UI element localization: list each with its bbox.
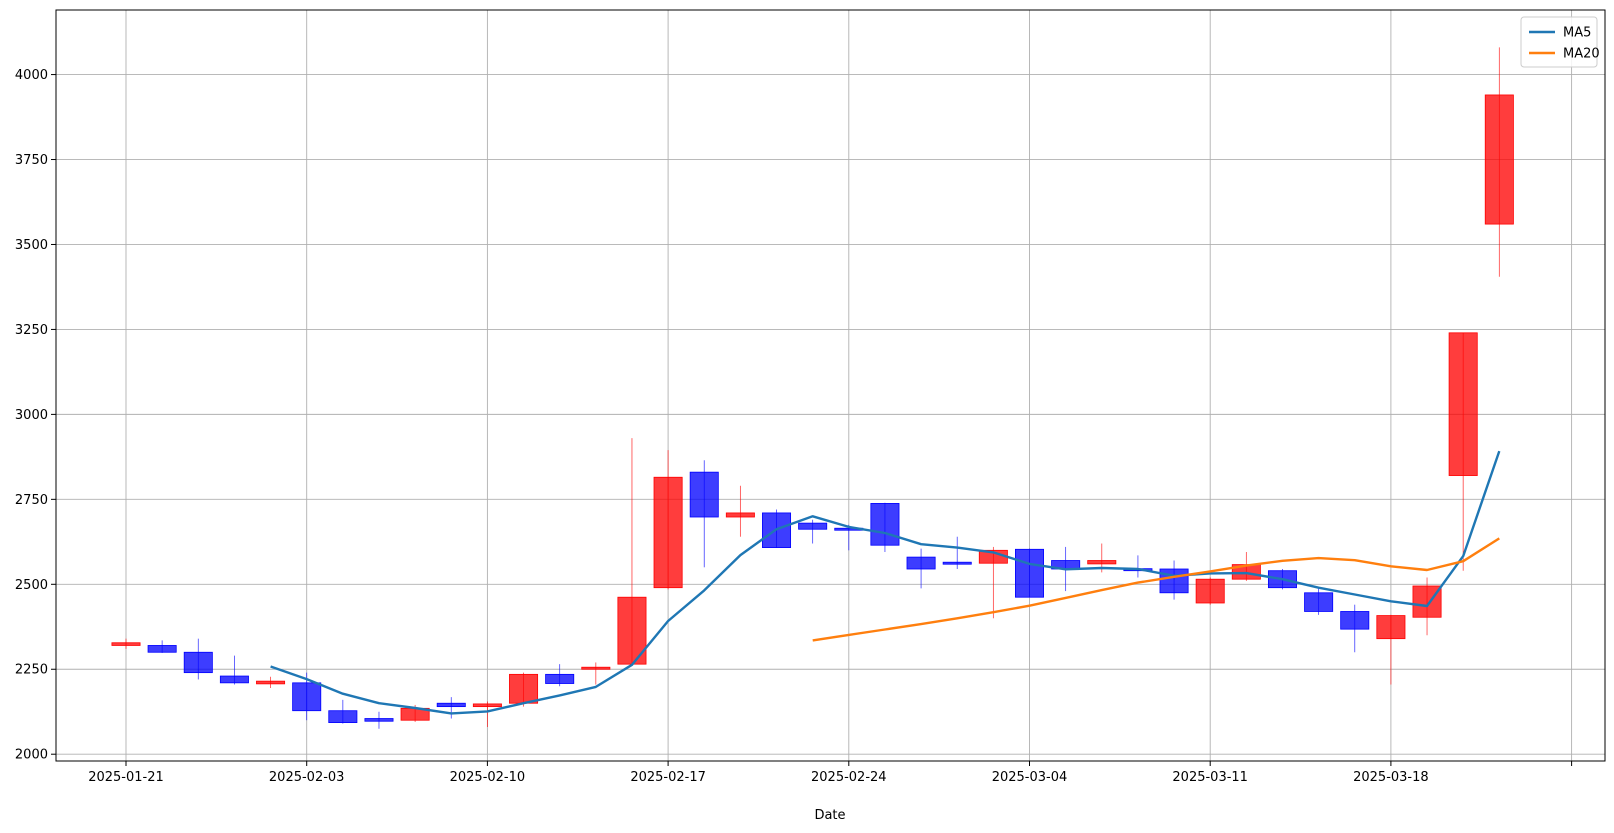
candle-down	[942, 561, 972, 565]
candle-down	[436, 702, 466, 708]
x-tick-label: 2025-01-21	[88, 770, 164, 785]
grid-lines	[56, 10, 1605, 761]
y-tick-label: 2500	[15, 578, 48, 593]
candle-up	[1448, 332, 1478, 476]
candle-down	[1015, 548, 1044, 598]
candle-up	[725, 512, 755, 518]
candle-down	[1159, 568, 1189, 594]
x-tick-label: 2025-03-18	[1353, 770, 1429, 785]
candle-down	[545, 673, 575, 684]
x-tick-label: 2025-03-04	[992, 770, 1068, 785]
legend-label: MA20	[1563, 47, 1600, 62]
candle-up	[1484, 94, 1514, 225]
candle-down	[219, 675, 249, 684]
candle-down	[328, 710, 358, 724]
candle-up	[111, 642, 141, 646]
y-tick-label: 4000	[15, 68, 48, 83]
candle-up	[472, 703, 502, 708]
x-axis: 2025-01-21 2025-02-03 2025-02-10 2025-02-17…	[88, 761, 1573, 785]
candle-up	[653, 476, 683, 589]
x-tick-label: 2025-02-03	[269, 770, 345, 785]
plot-frame	[55, 9, 1606, 762]
x-tick-label: 2025-02-24	[811, 770, 887, 785]
candle-up	[509, 673, 539, 704]
x-tick-label: 2025-03-11	[1172, 770, 1248, 785]
y-axis: 2000 2250 2500 2750 3000 3250 3500 3750 4000	[15, 68, 56, 763]
candle-down	[183, 651, 213, 674]
candle-down	[147, 645, 177, 653]
x-tick-label: 2025-02-17	[630, 770, 706, 785]
legend-box	[1520, 16, 1598, 68]
y-tick-label: 3000	[15, 408, 48, 423]
y-tick-label: 2250	[15, 663, 48, 678]
candle-up	[256, 680, 286, 685]
candle-down	[689, 471, 719, 518]
candle-up	[1195, 578, 1225, 604]
y-tick-label: 3500	[15, 238, 48, 253]
series-line-ma20	[812, 537, 1500, 642]
candle-down	[906, 556, 936, 570]
x-tick-label: 2025-02-10	[450, 770, 526, 785]
candle-up	[1376, 615, 1406, 640]
candle-down	[870, 503, 900, 546]
candle-down	[1340, 611, 1370, 630]
candle-up	[581, 666, 611, 670]
series-line-ma5	[270, 450, 1501, 715]
moving-average-lines	[270, 450, 1501, 715]
candle-down	[1304, 592, 1334, 612]
y-tick-label: 2000	[15, 748, 48, 763]
x-axis-label: Date	[814, 808, 845, 823]
legend-label: MA5	[1563, 26, 1591, 41]
candle-down	[292, 682, 322, 712]
candle-up	[1087, 560, 1117, 565]
y-tick-label: 3250	[15, 323, 48, 338]
candle-down	[798, 522, 828, 530]
candle-down	[364, 718, 394, 722]
y-tick-label: 2750	[15, 493, 48, 508]
y-tick-label: 3750	[15, 153, 48, 168]
candles	[111, 47, 1514, 729]
legend: MA5 MA20	[1520, 16, 1600, 68]
